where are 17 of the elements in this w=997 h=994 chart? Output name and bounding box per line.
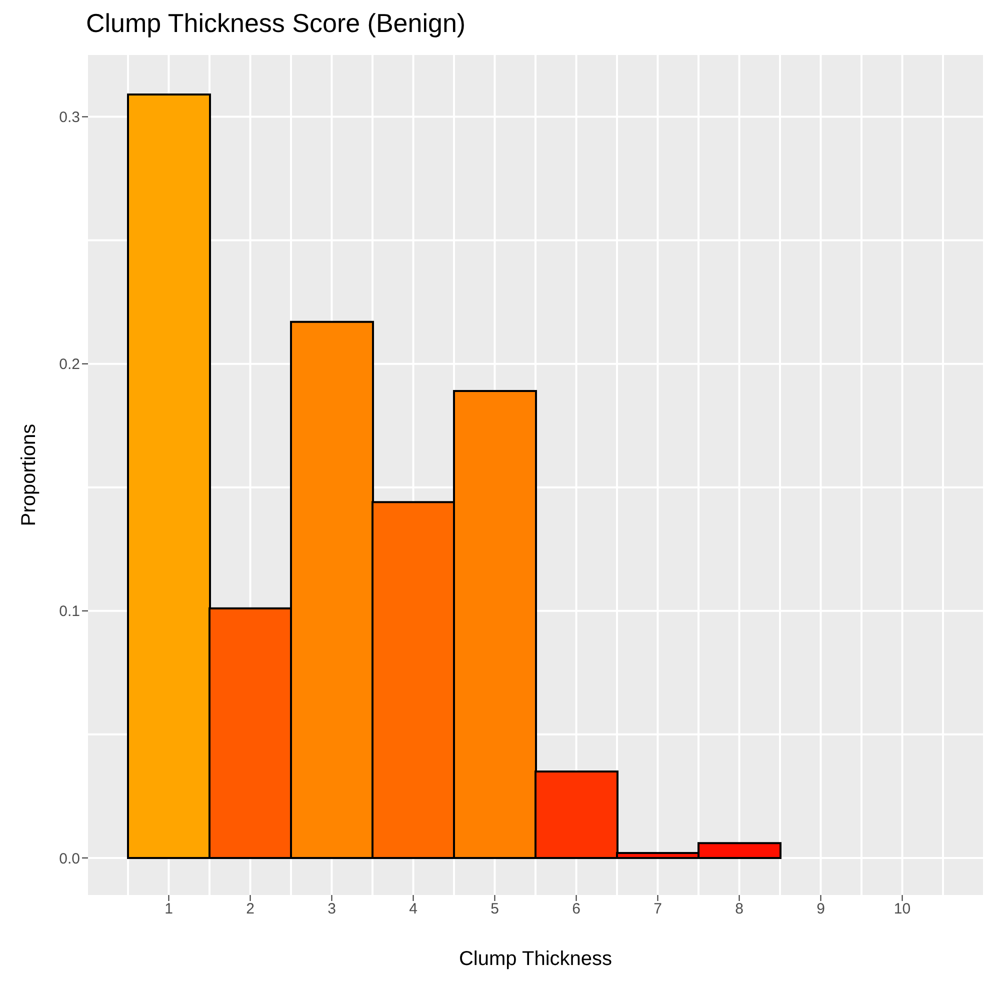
x-tick-label: 8 — [735, 900, 744, 918]
x-tick-label: 9 — [816, 900, 825, 918]
x-tick-label: 4 — [409, 900, 418, 918]
x-tick-label: 6 — [572, 900, 580, 918]
y-tick-label: 0.1 — [59, 603, 80, 620]
x-axis-title: Clump Thickness — [458, 948, 612, 970]
x-tick-label: 5 — [490, 900, 499, 918]
x-tick-label: 1 — [164, 900, 173, 918]
x-tick-label: 3 — [328, 900, 336, 918]
y-tick-label: 0.0 — [59, 850, 80, 868]
chart-title: Clump Thickness Score (Benign) — [86, 8, 467, 39]
x-tick-label: 2 — [246, 900, 254, 918]
y-tick-label: 0.3 — [59, 109, 80, 126]
y-tick-label: 0.2 — [59, 356, 80, 374]
x-tick-label: 7 — [654, 900, 662, 918]
x-tick-label: 10 — [894, 900, 911, 918]
y-axis-title: Proportions — [18, 424, 40, 526]
